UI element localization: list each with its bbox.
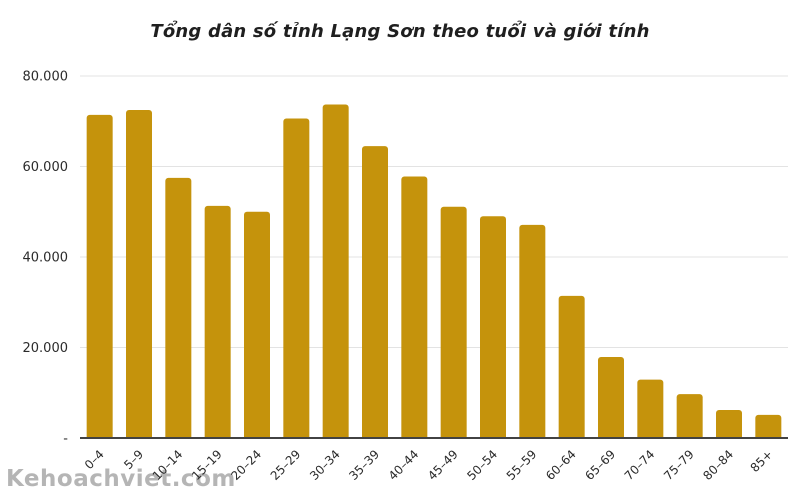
bar <box>126 109 152 438</box>
x-axis-label: 80–84 <box>700 447 736 483</box>
bar <box>480 216 506 438</box>
bar <box>558 295 585 438</box>
bar <box>204 205 231 438</box>
x-axis-label: 15–19 <box>189 447 225 483</box>
x-axis-label: 60–64 <box>543 447 579 483</box>
bar <box>598 357 624 438</box>
bar <box>637 379 664 438</box>
x-axis-label: 45–49 <box>425 447 461 483</box>
x-axis-label: 75–79 <box>661 447 697 483</box>
x-axis-label: 25–29 <box>268 447 304 483</box>
bar <box>165 177 192 438</box>
x-axis-label: 35–39 <box>346 447 382 483</box>
y-axis-label: - <box>63 432 68 447</box>
x-axis-label: 70–74 <box>622 447 658 483</box>
bar <box>322 104 349 438</box>
bar <box>86 114 113 438</box>
bar <box>362 146 388 438</box>
watermark: Kehoachviet.com <box>6 466 236 492</box>
bar <box>519 224 546 438</box>
bar <box>755 414 782 438</box>
x-axis-label: 20–24 <box>228 447 264 483</box>
x-axis-label: 30–34 <box>307 447 343 483</box>
bar <box>440 206 467 438</box>
bar <box>676 394 703 438</box>
x-axis-label: 85+ <box>748 447 776 475</box>
y-axis-label: 60.000 <box>23 160 69 175</box>
x-axis-label: 5–9 <box>121 447 146 472</box>
x-axis-label: 55–59 <box>504 447 540 483</box>
x-axis-label: 40–44 <box>386 447 422 483</box>
bar <box>401 176 428 438</box>
bar <box>283 118 310 438</box>
x-axis-label: 50–54 <box>464 447 500 483</box>
chart-title: Tổng dân số tỉnh Lạng Sơn theo tuổi và g… <box>150 21 650 42</box>
x-axis-label: 10–14 <box>150 447 186 483</box>
y-axis-label: 40.000 <box>23 251 69 266</box>
x-axis-label: 0–4 <box>82 447 107 472</box>
bar <box>716 409 742 438</box>
bar <box>244 211 270 438</box>
y-axis-label: 20.000 <box>23 341 69 356</box>
x-axis-label: 65–69 <box>582 447 618 483</box>
y-axis-label: 80.000 <box>23 70 69 85</box>
